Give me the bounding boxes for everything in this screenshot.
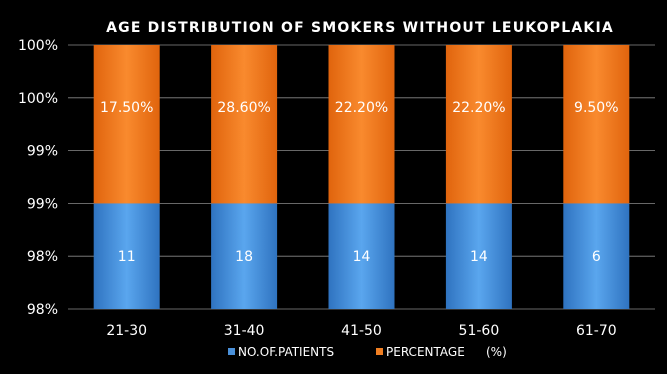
y-tick-label: 99% [27,196,58,212]
bar-percentage [93,45,160,204]
data-label-patients: 14 [353,249,371,265]
legend-swatch-percentage [376,348,383,355]
chart-title: AGE DISTRIBUTION OF SMOKERS WITHOUT LEUK… [106,20,614,36]
data-label-percentage: 22.20% [452,100,505,116]
legend-label-patients: NO.OF.PATIENTS [238,345,334,359]
y-tick-label: 98% [27,302,58,318]
data-label-percentage: 28.60% [217,100,270,116]
data-label-patients: 6 [592,249,601,265]
bar-patients [211,203,278,309]
bar-percentage [445,45,512,204]
y-tick-label: 98% [27,249,58,265]
bar-patients [445,203,512,309]
y-tick-label: 99% [27,144,58,160]
x-tick-label: 61-70 [576,323,617,339]
x-tick-label: 21-30 [106,323,147,339]
bar-patients [93,203,160,309]
y-tick-label: 100% [18,91,58,107]
x-tick-label: 51-60 [459,323,500,339]
bar-patients [328,203,395,309]
data-label-percentage: 9.50% [574,100,618,116]
legend-swatch-patients [228,348,235,355]
bar-percentage [563,45,630,204]
x-tick-label: 41-50 [341,323,382,339]
data-label-patients: 14 [470,249,488,265]
legend-label-unit: (%) [486,345,507,359]
y-tick-label: 100% [18,38,58,54]
legend-label-percentage: PERCENTAGE [386,345,465,359]
data-label-patients: 18 [235,249,253,265]
bar-patients [563,203,630,309]
bar-percentage [211,45,278,204]
data-label-patients: 11 [118,249,136,265]
bar-percentage [328,45,395,204]
x-tick-label: 31-40 [224,323,265,339]
data-label-percentage: 17.50% [100,100,153,116]
data-label-percentage: 22.20% [335,100,388,116]
